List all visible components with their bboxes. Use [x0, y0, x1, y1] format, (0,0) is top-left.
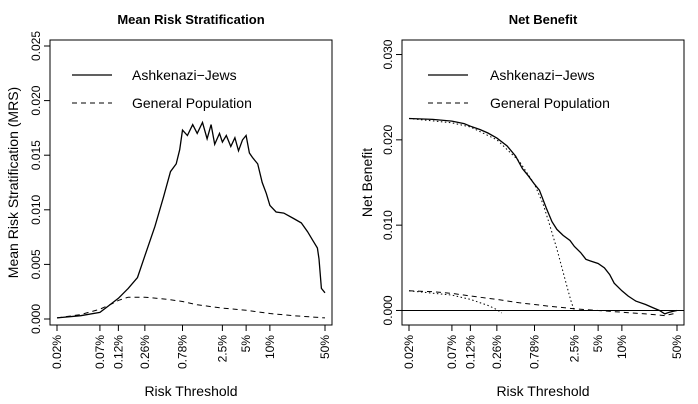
y-tick-label: 0.020: [381, 125, 395, 155]
chart-title: Mean Risk Stratification: [117, 12, 264, 27]
y-axis-label: Net Benefit: [359, 148, 375, 217]
series-line-general-population: [408, 290, 678, 317]
legend-entry: Ashkenazi−Jews: [490, 67, 595, 83]
mrs-panel: Mean Risk Stratification Mean Risk Strati…: [5, 12, 333, 399]
series-line-general-population: [56, 296, 326, 319]
y-tick-label: 0.010: [29, 194, 43, 224]
x-tick-label: 0.78%: [527, 335, 541, 369]
x-axis-label: Risk Threshold: [144, 383, 237, 399]
legend-entry: Ashkenazi−Jews: [132, 67, 237, 83]
chart-title: Net Benefit: [509, 12, 578, 27]
series-line-ashkenazi-jews: [56, 120, 326, 319]
x-tick-label: 0.07%: [445, 335, 459, 369]
y-axis-label: Mean Risk Stratification (MRS): [5, 87, 21, 278]
x-tick-label: 0.02%: [402, 335, 416, 369]
x-tick-label: 2.5%: [567, 335, 581, 363]
plot-frame: [49, 39, 333, 326]
x-tick-label: 10%: [263, 335, 277, 359]
y-tick-label: 0.030: [381, 39, 395, 69]
x-tick-label: 50%: [318, 335, 332, 359]
x-tick-label: 0.07%: [93, 335, 107, 369]
y-tick-label: 0.000: [381, 295, 395, 325]
x-tick-label: 5%: [239, 335, 253, 353]
net-benefit-panel: Net Benefit Net Benefit Risk Threshold 0.00…: [359, 12, 685, 399]
legend-entry: General Population: [490, 95, 610, 111]
x-tick-label: 0.02%: [50, 335, 64, 369]
y-tick-label: 0.000: [29, 304, 43, 334]
y-tick-label: 0.015: [29, 140, 43, 170]
plot-frame: [401, 39, 685, 326]
y-tick-label: 0.025: [29, 31, 43, 61]
x-tick-label: 0.26%: [138, 335, 152, 369]
series-line-ashkenazi-jews: [408, 117, 678, 315]
x-tick-label: 0.12%: [463, 335, 477, 369]
y-tick-label: 0.005: [29, 249, 43, 279]
x-axis-label: Risk Threshold: [496, 383, 589, 399]
x-tick-label: 0.78%: [175, 335, 189, 369]
legend-entry: General Population: [132, 95, 252, 111]
x-tick-label: 0.26%: [490, 335, 504, 369]
x-tick-label: 5%: [591, 335, 605, 353]
x-tick-label: 2.5%: [215, 335, 229, 363]
x-tick-label: 10%: [615, 335, 629, 359]
x-tick-label: 0.12%: [111, 335, 125, 369]
y-tick-label: 0.020: [29, 85, 43, 115]
x-tick-label: 50%: [670, 335, 684, 359]
y-tick-label: 0.010: [381, 210, 395, 240]
